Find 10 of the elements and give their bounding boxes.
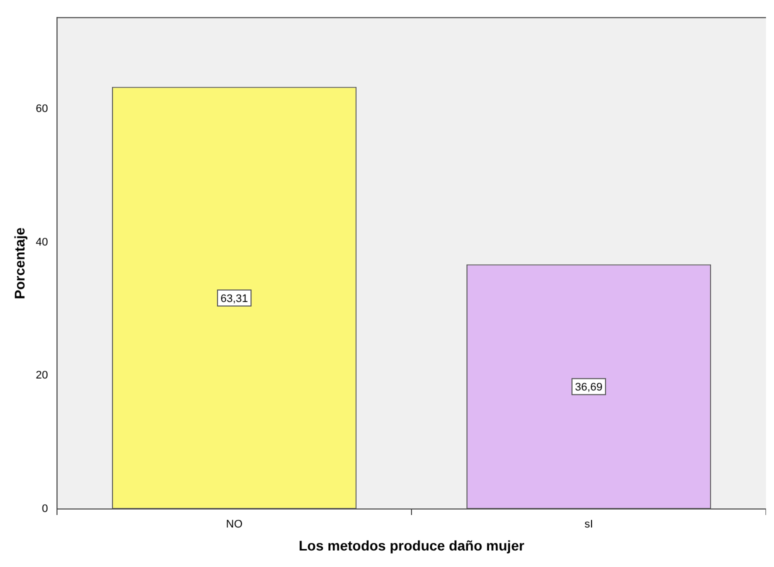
x-tick-label: sI bbox=[584, 518, 594, 531]
y-axis-title: Porcentaje bbox=[11, 227, 28, 300]
y-tick-label: 0 bbox=[42, 503, 48, 516]
data-label: 63,31 bbox=[220, 292, 248, 305]
x-tick-label: NO bbox=[226, 518, 243, 531]
x-axis-title: Los metodos produce daño mujer bbox=[298, 537, 525, 554]
data-label: 36,69 bbox=[574, 382, 603, 394]
y-tick-label: 20 bbox=[36, 370, 48, 382]
y-tick-label: 40 bbox=[36, 236, 48, 248]
y-tick-label: 60 bbox=[36, 102, 48, 115]
